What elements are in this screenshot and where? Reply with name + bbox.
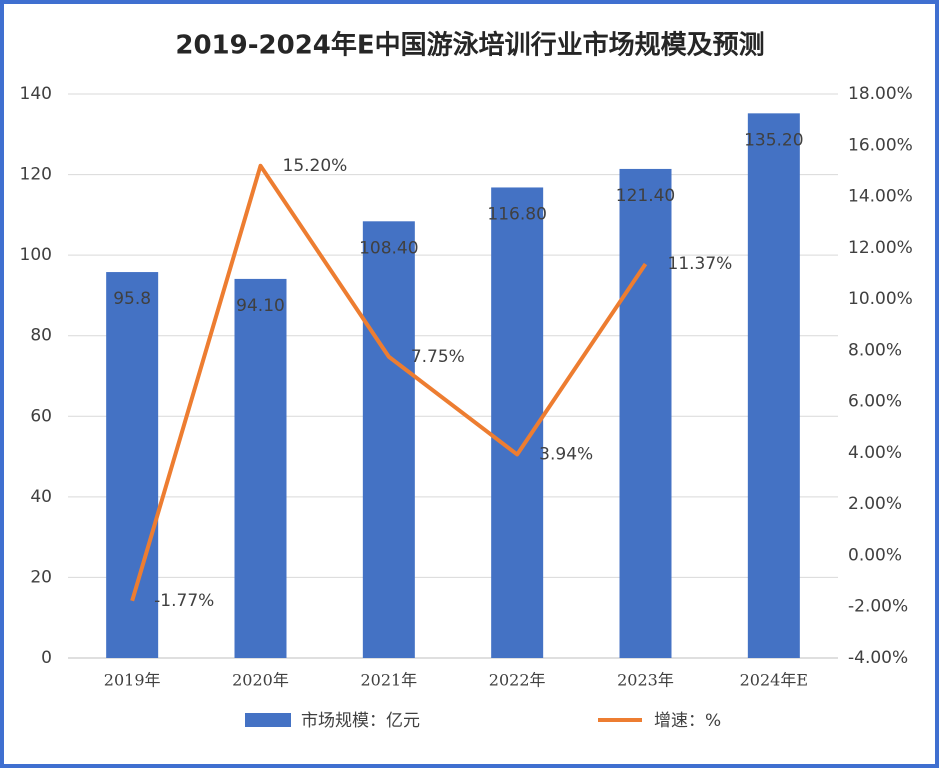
x-tick-label: 2023年: [617, 671, 674, 690]
chart-title: 2019-2024年E中国游泳培训行业市场规模及预测: [175, 30, 764, 61]
bar: [619, 168, 672, 658]
y-tick-label: 40: [30, 487, 52, 507]
bar: [234, 278, 287, 658]
x-tick-label: 2022年: [489, 671, 546, 690]
x-tick-label: 2024年E: [740, 671, 808, 690]
y2-tick-label: 10.00%: [848, 289, 913, 309]
y-tick-label: 100: [20, 245, 52, 265]
data-label: 121.40: [616, 186, 675, 206]
x-tick-label: 2019年: [104, 671, 161, 690]
data-label: -1.77%: [154, 591, 214, 611]
y2-tick-label: 12.00%: [848, 238, 913, 258]
bar: [362, 221, 415, 658]
y2-tick-label: 2.00%: [848, 494, 902, 514]
data-label: 135.20: [744, 130, 803, 150]
data-label: 108.40: [359, 238, 418, 258]
y-tick-label: 20: [30, 567, 52, 587]
legend-label: 市场规模：亿元: [301, 711, 420, 731]
legend-swatch: [245, 713, 291, 727]
legend-label: 增速：%: [654, 711, 721, 731]
bar: [106, 272, 159, 658]
y-tick-label: 60: [30, 406, 52, 426]
data-label: 94.10: [236, 296, 285, 316]
y2-tick-label: 16.00%: [848, 135, 913, 155]
y2-tick-label: 6.00%: [848, 392, 902, 412]
data-label: 11.37%: [668, 254, 733, 274]
y-tick-label: 120: [20, 165, 52, 185]
data-label: 15.20%: [283, 156, 348, 176]
y2-tick-label: 14.00%: [848, 187, 913, 207]
y2-tick-label: 4.00%: [848, 443, 902, 463]
y2-tick-label: 8.00%: [848, 340, 902, 360]
y2-tick-label: -4.00%: [848, 648, 908, 668]
y-tick-label: 0: [41, 648, 52, 668]
y2-tick-label: -2.00%: [848, 597, 908, 617]
y2-tick-label: 18.00%: [848, 84, 913, 104]
y-tick-label: 80: [30, 326, 52, 346]
x-tick-label: 2020年: [232, 671, 289, 690]
data-label: 7.75%: [411, 347, 465, 367]
bar: [491, 187, 544, 658]
y-tick-label: 140: [20, 84, 52, 104]
line: [130, 163, 648, 602]
x-tick-label: 2021年: [360, 671, 417, 690]
data-label: 116.80: [487, 204, 546, 224]
data-label: 3.94%: [539, 444, 593, 464]
bar: [747, 113, 800, 658]
y2-tick-label: 0.00%: [848, 545, 902, 565]
data-label: 95.8: [113, 289, 151, 309]
